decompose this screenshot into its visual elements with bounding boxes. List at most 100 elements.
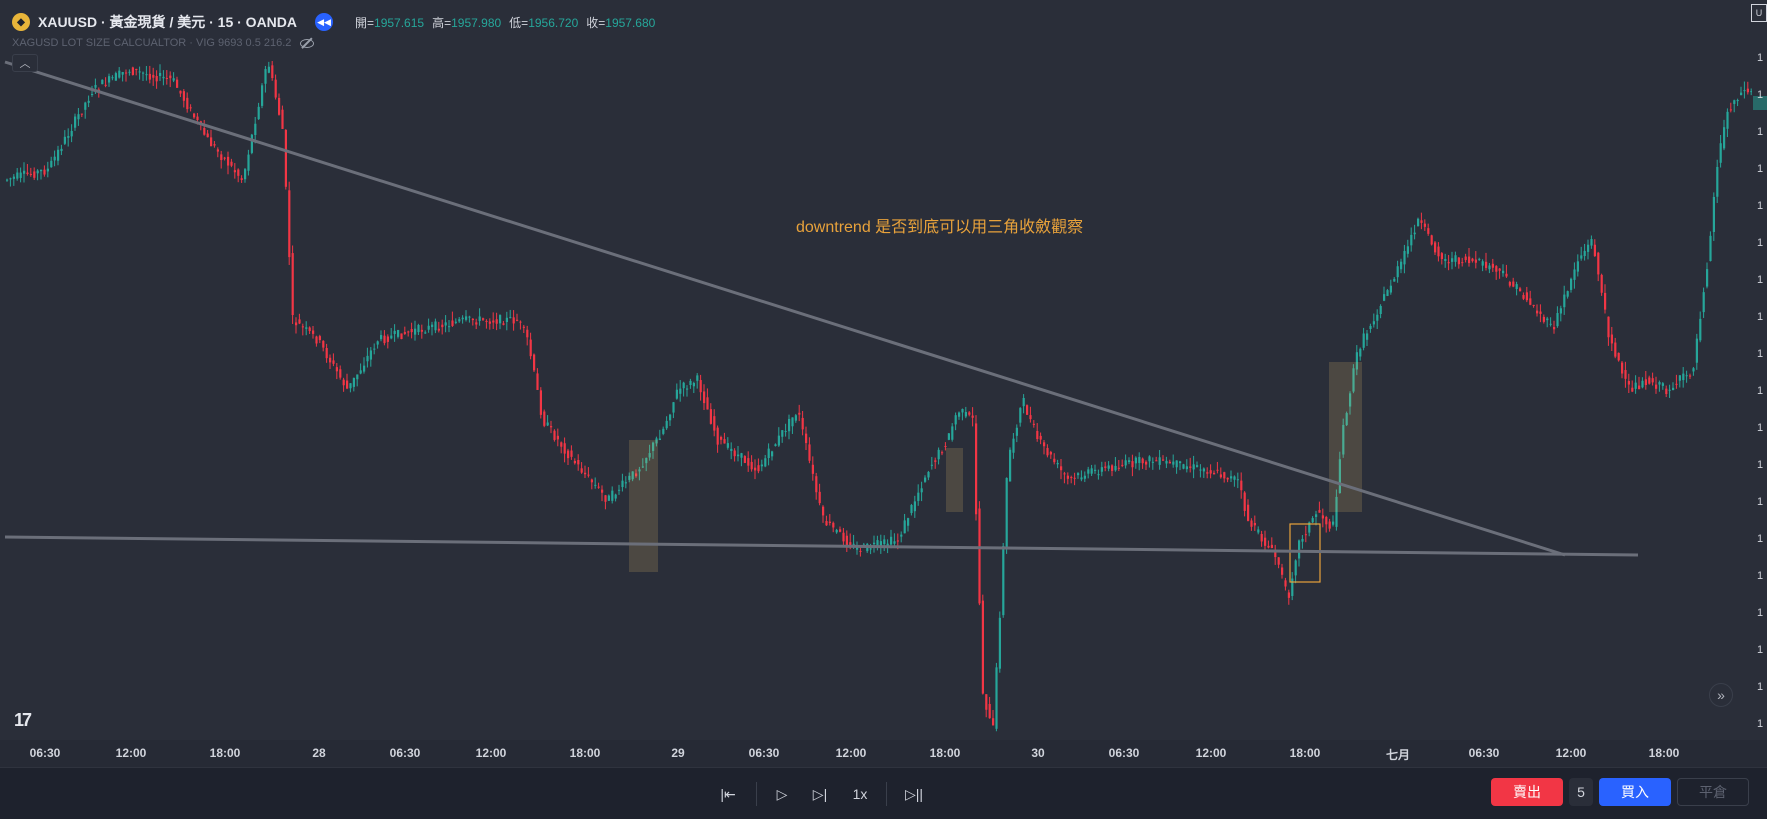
candle-body: [760, 464, 763, 467]
price-axis-tag[interactable]: U: [1751, 4, 1767, 22]
candle-body: [696, 375, 699, 381]
candle-body: [512, 317, 515, 324]
candlestick-chart[interactable]: [0, 0, 1767, 740]
buy-button[interactable]: 買入: [1599, 778, 1671, 806]
candle-body: [417, 324, 420, 333]
candle-body: [261, 85, 264, 106]
time-tick: 06:30: [748, 746, 780, 760]
price-tick: 1: [1757, 570, 1764, 582]
candle-body: [233, 170, 236, 173]
candle-body: [556, 435, 559, 440]
sell-button[interactable]: 賣出: [1491, 778, 1563, 806]
candle-body: [1070, 477, 1073, 479]
candle-body: [604, 495, 607, 502]
play-icon[interactable]: ▷: [776, 785, 788, 802]
time-tick: 30: [1031, 746, 1045, 760]
candle-body: [1151, 461, 1154, 463]
candle-body: [1454, 255, 1457, 262]
candle-body: [839, 529, 842, 532]
candle-body: [1457, 257, 1460, 265]
candle-body: [665, 420, 668, 429]
candle-body: [951, 426, 954, 440]
candle-body: [1026, 405, 1029, 415]
time-tick: 12:00: [835, 746, 867, 760]
candle-body: [427, 325, 430, 330]
candle-body: [91, 93, 94, 95]
candle-body: [1488, 265, 1491, 270]
price-tick: 1: [1757, 422, 1764, 434]
scroll-to-realtime-icon[interactable]: »: [1709, 683, 1733, 707]
candle-body: [390, 335, 393, 339]
candle-body: [342, 379, 345, 386]
symbol-title[interactable]: XAUUSD · 黃金現貨 / 美元 · 15 · OANDA: [38, 14, 298, 30]
replay-icon[interactable]: ◀◀: [315, 13, 334, 31]
candle-body: [1342, 424, 1345, 455]
candle-body: [645, 457, 648, 464]
candle-body: [1447, 262, 1450, 264]
candle-body: [1094, 469, 1097, 471]
highlight-box-2: [946, 448, 963, 512]
candle-body: [1712, 196, 1715, 232]
candle-body: [111, 77, 114, 79]
candle-body: [315, 336, 318, 344]
candle-body: [1179, 461, 1182, 464]
candle-body: [1090, 468, 1093, 474]
candle-body: [247, 154, 250, 171]
candle-body: [1281, 567, 1284, 575]
indicator-legend[interactable]: XAGUSD LOT SIZE CALCUALTOR · VIG 9693 0.…: [12, 37, 315, 49]
candle-body: [1519, 288, 1522, 292]
candle-body: [1039, 435, 1042, 440]
candle-body: [655, 438, 658, 444]
candle-body: [1461, 262, 1464, 264]
candle-body: [910, 505, 913, 514]
candle-body: [332, 360, 335, 364]
candle-body: [1498, 268, 1501, 271]
candle-body: [97, 89, 100, 91]
chevron-up-icon[interactable]: ︿: [12, 54, 38, 72]
candle-body: [1750, 91, 1753, 93]
candle-body: [1202, 468, 1205, 472]
jump-to-start-icon[interactable]: |⇤: [720, 785, 736, 802]
candle-body: [1508, 282, 1511, 286]
tradingview-logo-icon[interactable]: 17: [14, 710, 32, 730]
candle-body: [74, 116, 77, 128]
close-position-button[interactable]: 平倉: [1677, 778, 1749, 806]
candle-body: [669, 414, 672, 421]
candle-body: [1610, 334, 1613, 344]
candle-body: [1658, 382, 1661, 385]
time-tick: 06:30: [1108, 746, 1140, 760]
candle-body: [941, 452, 944, 454]
candle-body: [699, 380, 702, 393]
candle-body: [206, 133, 209, 138]
candle-body: [1311, 518, 1314, 523]
chart-annotation-text[interactable]: downtrend 是否到底可以用三角收斂觀察: [796, 219, 1084, 236]
high-value: 1957.980: [451, 15, 502, 30]
candle-body: [1638, 385, 1641, 390]
speed-button[interactable]: 1x: [852, 786, 868, 802]
candle-body: [1274, 551, 1277, 558]
candle-body: [434, 321, 437, 331]
price-tick: 1: [1757, 200, 1764, 212]
jump-to-realtime-icon[interactable]: ▷||: [904, 785, 924, 802]
eye-off-icon[interactable]: [299, 37, 315, 49]
trendline-descending: [4, 60, 1566, 557]
time-axis[interactable]: 06:30 12:00 18:00 28 06:30 12:00 18:00 2…: [0, 740, 1767, 767]
chart-area[interactable]: ◆ XAUUSD · 黃金現貨 / 美元 · 15 · OANDA ◀◀ 開=1…: [0, 0, 1767, 740]
quantity-field[interactable]: 5: [1569, 778, 1593, 806]
candle-body: [1066, 475, 1069, 479]
candle-body: [502, 323, 505, 325]
candle-body: [893, 541, 896, 544]
candle-body: [1542, 316, 1545, 322]
candle-body: [403, 332, 406, 334]
price-tick: 1: [1757, 718, 1764, 730]
price-axis[interactable]: U 1 1 1 1 1 1 1 1 1 1 1 1 1 1 1 1 1 1 1: [1751, 0, 1767, 740]
gold-coin-icon[interactable]: ◆: [12, 13, 30, 31]
candle-body: [1427, 228, 1430, 234]
candle-body: [1349, 393, 1352, 407]
candle-body: [356, 374, 359, 380]
step-forward-icon[interactable]: ▷|: [812, 785, 828, 802]
candle-body: [1668, 389, 1671, 391]
candle-body: [1304, 534, 1307, 536]
price-tick: 1: [1757, 385, 1764, 397]
candle-body: [1512, 281, 1515, 287]
